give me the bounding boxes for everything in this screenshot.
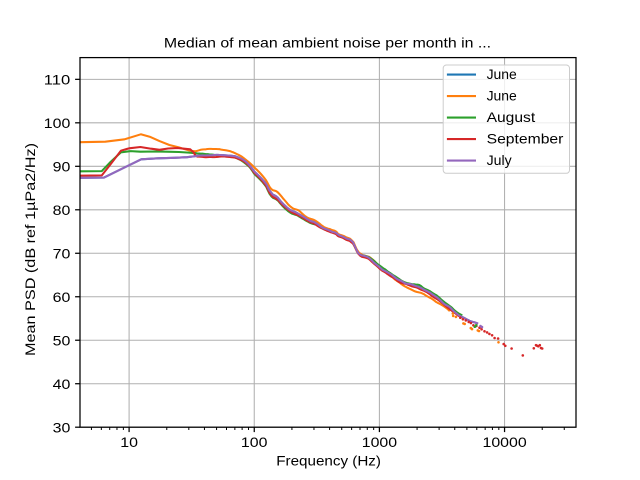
svg-text:100: 100 [44, 115, 71, 131]
svg-text:60: 60 [53, 289, 71, 305]
svg-text:10000: 10000 [483, 434, 527, 450]
svg-text:Median of mean ambient noise p: Median of mean ambient noise per month i… [164, 35, 491, 51]
svg-text:80: 80 [53, 202, 71, 218]
svg-text:1000: 1000 [362, 434, 398, 450]
svg-text:July: July [487, 152, 512, 168]
svg-text:50: 50 [53, 333, 71, 349]
svg-text:Mean PSD (dB ref 1µPa2/Hz): Mean PSD (dB ref 1µPa2/Hz) [22, 143, 38, 356]
svg-text:June: June [487, 66, 517, 82]
svg-text:100: 100 [241, 434, 268, 450]
svg-text:30: 30 [53, 420, 71, 436]
svg-text:August: August [487, 109, 536, 125]
svg-text:110: 110 [44, 72, 71, 88]
svg-text:September: September [487, 130, 564, 146]
svg-text:70: 70 [53, 246, 71, 262]
svg-text:Frequency (Hz): Frequency (Hz) [276, 452, 381, 468]
svg-text:40: 40 [53, 376, 71, 392]
svg-text:June: June [487, 87, 517, 103]
svg-text:90: 90 [53, 159, 71, 175]
svg-text:10: 10 [120, 434, 138, 450]
